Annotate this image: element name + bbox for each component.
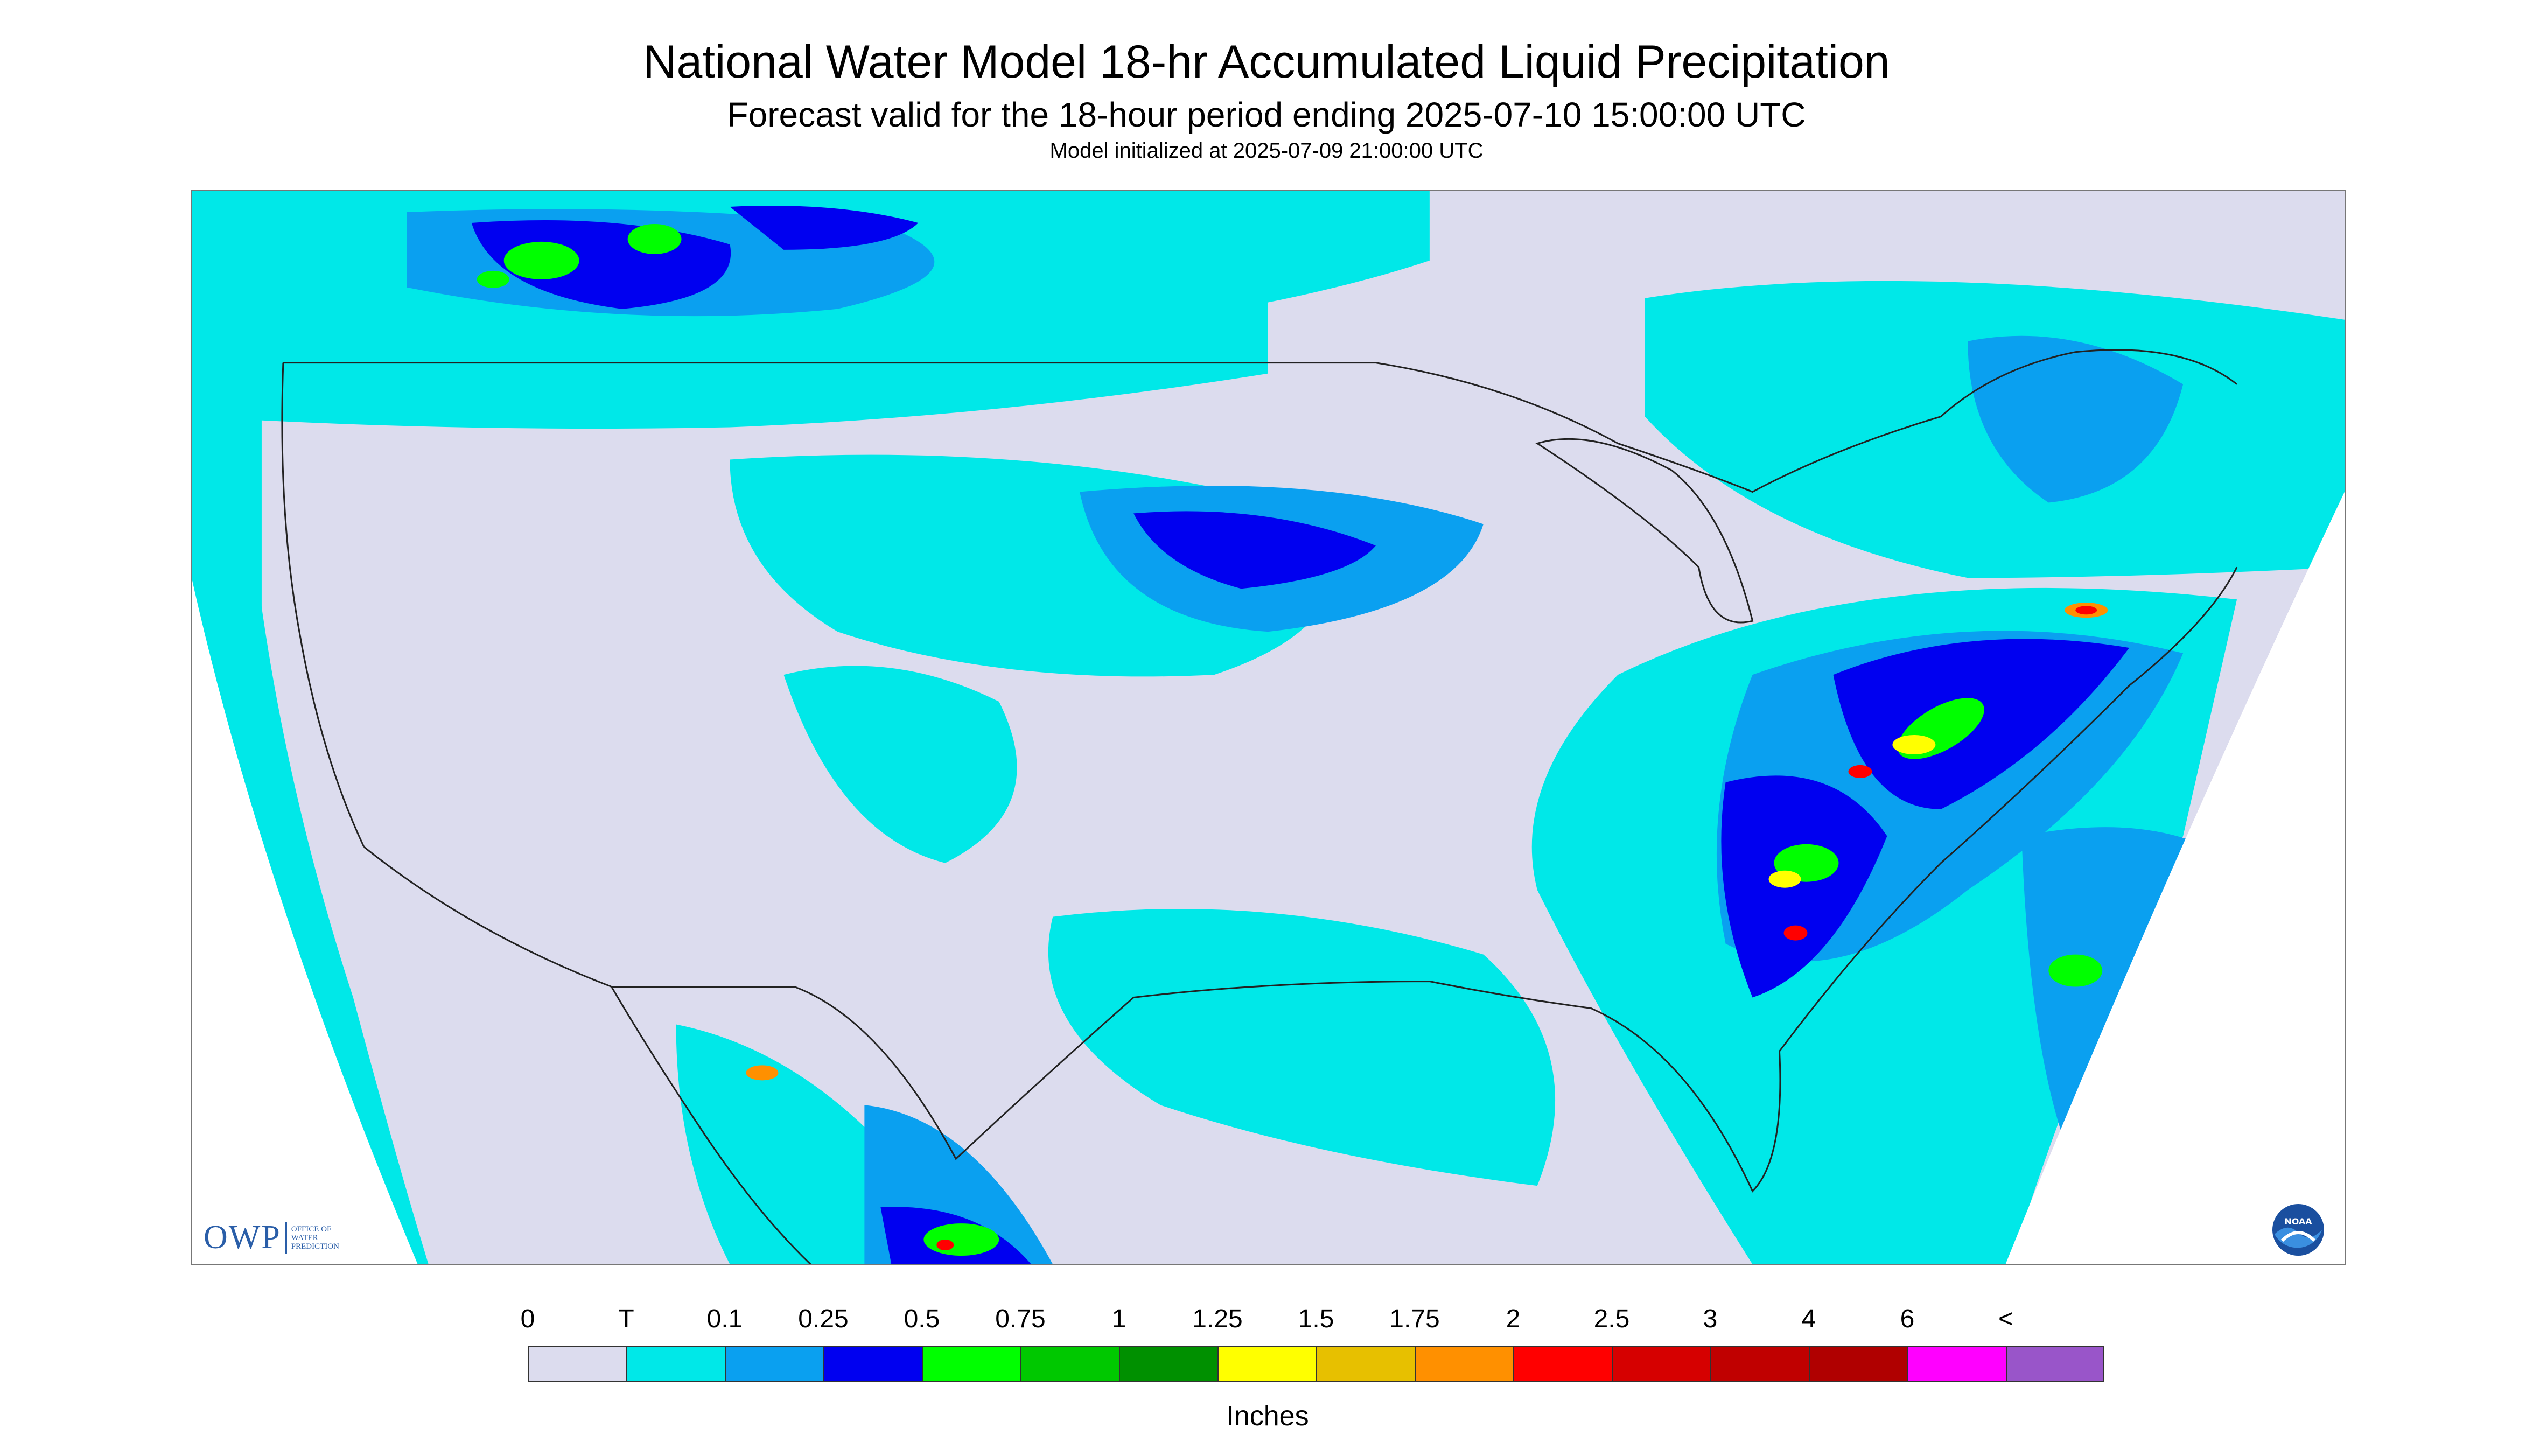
owp-sub-line: OFFICE OF	[291, 1224, 332, 1234]
heavy-canada-1	[503, 241, 579, 279]
legend-tick-label: 0.1	[706, 1305, 743, 1333]
legend-tick-label: T	[618, 1305, 634, 1333]
owp-logo-text: OWP	[204, 1219, 281, 1256]
legend-color-box	[1612, 1346, 1711, 1382]
intense-cell-2	[1768, 870, 1801, 888]
heavy-mexico	[923, 1223, 999, 1256]
legend-tick-label: 4	[1801, 1305, 1816, 1333]
heavy-atlantic	[2048, 954, 2103, 987]
legend-tick-label: 6	[1900, 1305, 1915, 1333]
legend-tick-label: 2.5	[1593, 1305, 1630, 1333]
intense-cell-5	[1783, 925, 1808, 941]
legend-color-box	[1809, 1346, 1908, 1382]
legend-tick-label: 1.75	[1389, 1305, 1440, 1333]
noaa-logo-text: NOAA	[2284, 1216, 2312, 1227]
intense-cell-4	[2075, 606, 2097, 615]
intense-cell-7	[746, 1065, 779, 1081]
owp-logo: OWP OFFICE OF WATER PREDICTION	[204, 1219, 339, 1257]
legend-tick-label: 0	[520, 1305, 535, 1333]
map-canvas	[192, 191, 2345, 1264]
legend-color-box	[1415, 1346, 1514, 1382]
legend-tick-label: <	[1998, 1305, 2014, 1333]
legend-color-box	[1907, 1346, 2007, 1382]
legend-tick-label: 0.25	[798, 1305, 849, 1333]
forecast-domain	[192, 191, 2345, 1264]
legend-color-box	[725, 1346, 824, 1382]
legend-tick-label: 1	[1111, 1305, 1126, 1333]
legend-tick-label: 2	[1506, 1305, 1521, 1333]
intense-cell-1	[1892, 734, 1936, 754]
owp-logo-subtext: OFFICE OF WATER PREDICTION	[291, 1225, 339, 1251]
intense-cell-6	[1848, 765, 1872, 778]
heavy-canada-3	[477, 270, 509, 288]
us-west-coast	[281, 362, 365, 848]
legend-color-box	[528, 1346, 627, 1382]
great-lakes-outline	[1535, 438, 1754, 624]
legend-color-box	[823, 1346, 923, 1382]
moderate-mid-atlantic	[1833, 639, 2130, 809]
moderate-southeast	[1721, 775, 1887, 998]
legend-color-box	[1710, 1346, 1810, 1382]
precipitation-map: OWP OFFICE OF WATER PREDICTION NOAA	[191, 190, 2346, 1265]
heavy-canada-2	[627, 223, 682, 254]
legend-tick-label: 1.5	[1298, 1305, 1334, 1333]
trace-north-band	[192, 287, 1268, 429]
legend-color-box	[1020, 1346, 1120, 1382]
legend-color-box	[922, 1346, 1021, 1382]
legend-color-box	[1217, 1346, 1317, 1382]
map-subtitle: Forecast valid for the 18-hour period en…	[727, 95, 1806, 134]
intense-precip-layer	[746, 603, 2108, 1251]
legend-color-box	[626, 1346, 726, 1382]
legend-color-box	[1513, 1346, 1613, 1382]
moderate-great-plains	[1133, 511, 1376, 589]
us-canada-border	[283, 349, 2238, 493]
legend-color-box	[1119, 1346, 1219, 1382]
legend-unit-label: Inches	[1226, 1401, 1309, 1432]
trace-gulf	[1048, 908, 1556, 1186]
trace-pacific-west	[192, 191, 1430, 1264]
owp-sub-line: PREDICTION	[291, 1242, 339, 1251]
political-borders	[281, 349, 2238, 1264]
legend-tick-label: 0.75	[995, 1305, 1046, 1333]
owp-sub-line: WATER	[291, 1233, 318, 1242]
legend-tick-label: 0.5	[904, 1305, 940, 1333]
intense-cell-8	[936, 1240, 954, 1251]
legend-color-box	[2006, 1346, 2104, 1382]
legend-tick-label: 3	[1703, 1305, 1718, 1333]
light-quebec	[1968, 335, 2184, 503]
noaa-logo: NOAA	[2272, 1204, 2324, 1256]
legend-tick-label: 1.25	[1192, 1305, 1243, 1333]
moderate-canada-north-east	[730, 205, 919, 250]
us-outline-south	[363, 566, 2238, 1193]
mexico-coast	[611, 986, 811, 1264]
trace-southwest	[783, 666, 1017, 863]
owp-logo-separator	[285, 1222, 287, 1254]
model-init-line: Model initialized at 2025-07-09 21:00:00…	[1049, 139, 1484, 163]
map-title: National Water Model 18-hr Accumulated L…	[643, 36, 1890, 88]
precip-legend: 0 T 0.1 0.25 0.5 0.75 1 1.25 1.5 1.75 2 2.5 3 4 6 < Inc…	[521, 1292, 2104, 1443]
legend-color-box	[1316, 1346, 1416, 1382]
